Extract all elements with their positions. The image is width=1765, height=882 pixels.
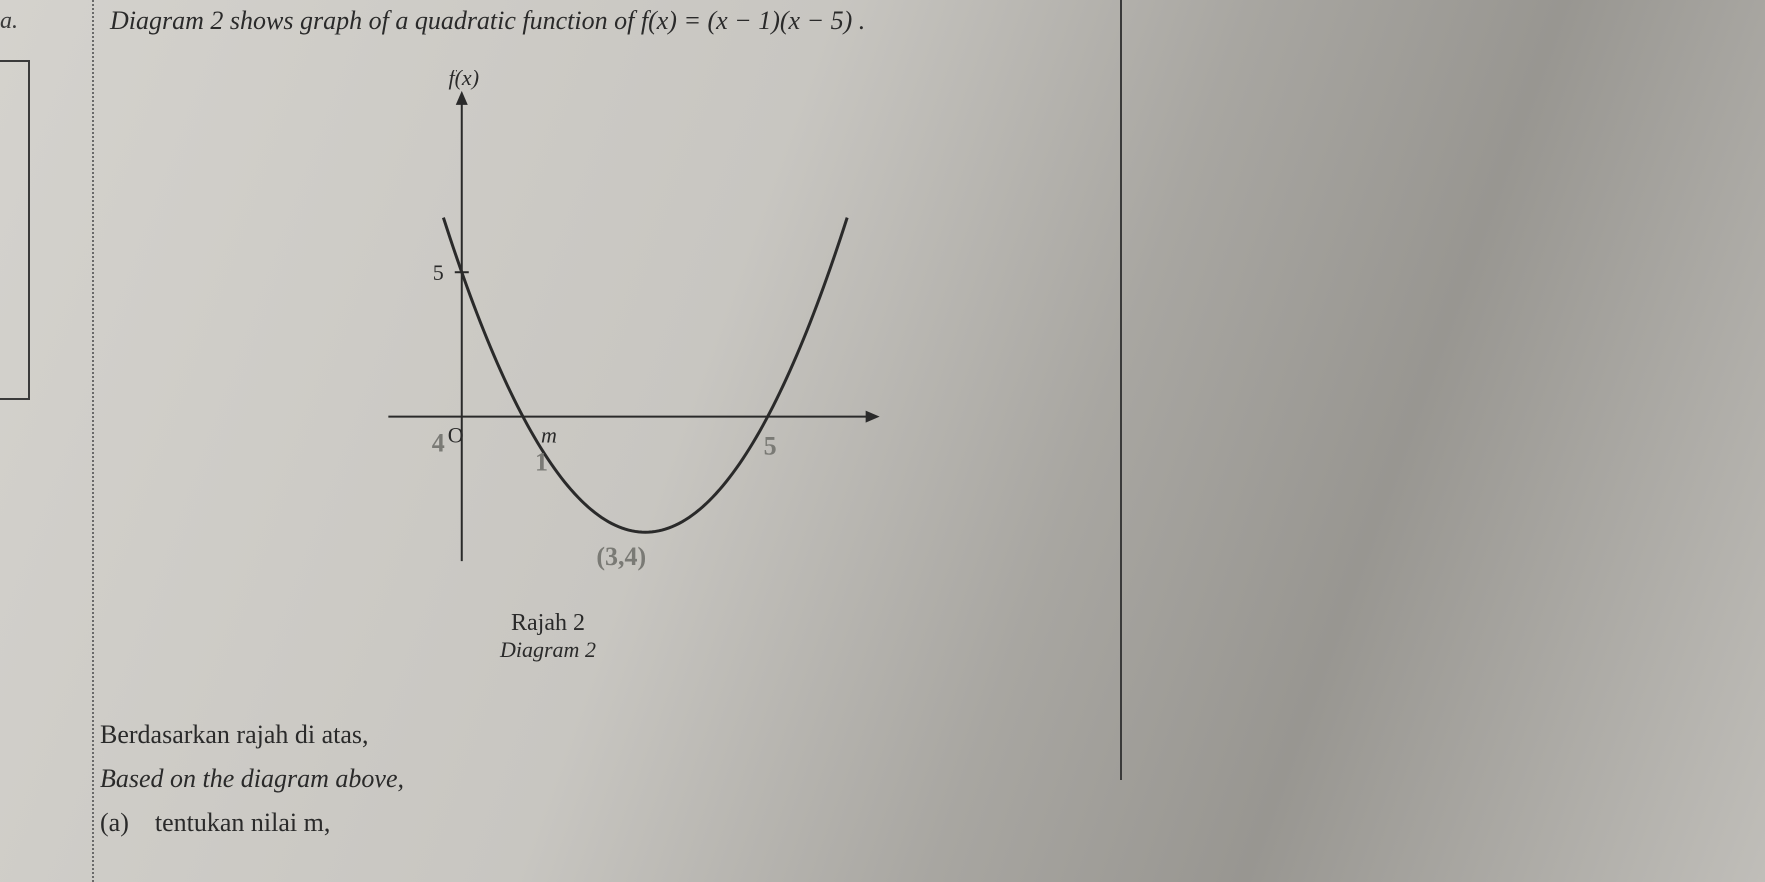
question-part-a: (a) tentukan nilai m, bbox=[100, 808, 404, 838]
caption-english: Diagram 2 bbox=[500, 637, 596, 663]
svg-text:4: 4 bbox=[432, 428, 445, 457]
answer-box-edge bbox=[0, 60, 30, 400]
svg-text:5: 5 bbox=[764, 432, 777, 461]
column-divider-dotted bbox=[92, 0, 94, 882]
diagram-intro: Diagram 2 shows graph of a quadratic fun… bbox=[110, 6, 865, 36]
question-malay: Berdasarkan rajah di atas, bbox=[100, 720, 404, 750]
svg-text:5: 5 bbox=[433, 260, 444, 285]
svg-text:O: O bbox=[448, 423, 464, 448]
svg-text:(3,4): (3,4) bbox=[596, 542, 646, 571]
part-a-text: tentukan nilai m, bbox=[155, 808, 330, 837]
caption-malay: Rajah 2 bbox=[500, 610, 596, 637]
intro-function: f(x) = (x − 1)(x − 5) . bbox=[641, 6, 865, 35]
question-marker: a. bbox=[0, 8, 18, 35]
intro-prefix: Diagram 2 shows graph of a quadratic fun… bbox=[110, 6, 641, 35]
chart-svg: f(x)x5Om15(3,4)4 bbox=[370, 70, 890, 590]
svg-text:f(x): f(x) bbox=[448, 70, 479, 90]
question-english: Based on the diagram above, bbox=[100, 764, 404, 794]
exam-page: a. Diagram 2 shows graph of a quadratic … bbox=[0, 0, 1765, 882]
part-a-label: (a) bbox=[100, 808, 129, 837]
svg-text:m: m bbox=[541, 423, 557, 448]
svg-text:1: 1 bbox=[535, 448, 548, 477]
quadratic-chart: f(x)x5Om15(3,4)4 bbox=[370, 70, 890, 590]
question-text: Berdasarkan rajah di atas, Based on the … bbox=[100, 720, 404, 838]
column-divider-solid bbox=[1120, 0, 1122, 780]
figure-caption: Rajah 2 Diagram 2 bbox=[500, 610, 596, 663]
